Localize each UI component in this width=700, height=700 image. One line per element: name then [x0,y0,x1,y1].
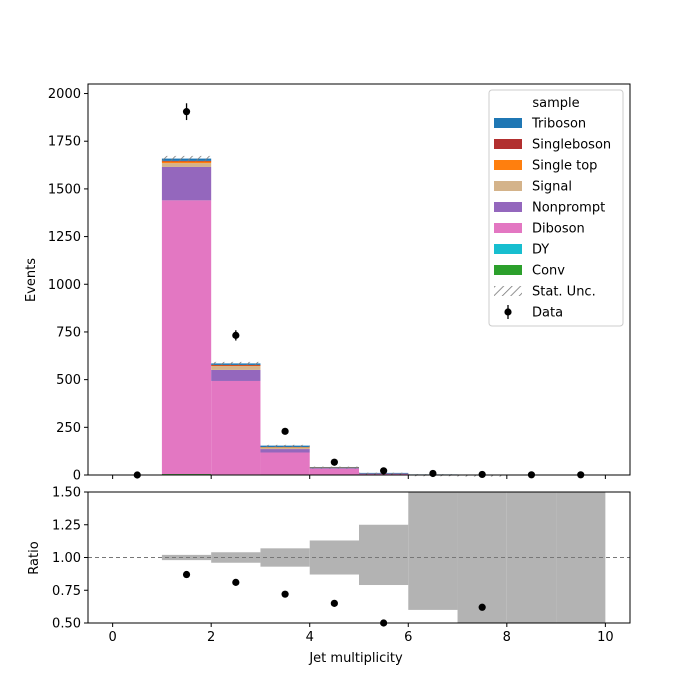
stat-unc-bin-4 [309,466,359,469]
legend-entry-stat-unc-: Stat. Unc. [494,285,596,300]
data-point [232,331,240,339]
main-y-ticks: 0 250 500 750 1000 1250 1500 1750 2000 [48,87,88,484]
ratio-y-tick-label: 1.25 [52,518,81,533]
bar-single-top-bin-2 [211,365,261,367]
legend-label: DY [532,243,549,258]
legend-entry-conv: Conv [494,264,565,279]
x-tick-label: 4 [306,630,314,645]
legend-label: Nonprompt [532,201,605,216]
x-tick-label: 8 [503,630,511,645]
legend-hatch-swatch [494,286,522,296]
data-point [281,427,289,435]
legend-entry-triboson: Triboson [494,117,586,132]
legend-label: Data [532,306,563,321]
bar-signal-bin-3 [260,447,310,450]
legend-label: Signal [532,180,572,195]
legend-swatch [494,118,522,128]
bar-nonprompt-bin-3 [260,449,310,453]
legend-swatch [494,244,522,254]
y-tick-label: 1250 [48,230,81,245]
y-tick-label: 1500 [48,182,81,197]
main-x-ticks [112,475,606,479]
bar-diboson-bin-3 [260,452,310,475]
x-tick-label: 2 [207,630,215,645]
legend-entry-diboson: Diboson [494,222,585,237]
ratio-y-tick-label: 1.50 [52,486,81,501]
legend-label: Conv [532,264,565,279]
legend-entry-nonprompt: Nonprompt [494,201,605,216]
stat-unc-bin-3 [260,444,310,447]
x-tick-label: 6 [404,630,412,645]
bar-nonprompt-bin-2 [211,369,261,381]
main-plot-frame [87,83,631,476]
legend-entry-dy: DY [494,243,549,258]
stat-unc-bin-1 [161,155,212,162]
legend-label: Single top [532,159,597,174]
ratio-x-ticks: 0 2 4 6 8 10 [108,623,614,645]
ratio-y-ticks: 0.50 0.75 1.00 1.25 1.50 [52,486,88,632]
data-point [182,108,191,116]
stat-unc-bin-2 [211,361,261,365]
bar-signal-bin-1 [161,163,212,167]
legend-box [488,89,624,327]
ratio-y-tick-label: 0.75 [52,584,81,599]
legend-label: Triboson [531,117,586,132]
bar-diboson-bin-1 [161,200,212,475]
legend: sample Triboson Singleboson Single top Sign… [488,89,624,327]
legend-entry-single-top: Single top [494,159,597,174]
bar-single-top-bin-1 [161,161,212,164]
bar-single-top-bin-3 [260,447,310,448]
legend-entry-data: Data [504,305,563,321]
y-tick-label: 1750 [48,135,81,150]
data-point [429,469,437,478]
ratio-y-tick-label: 1.00 [52,551,81,566]
ratio-panel: 0.50 0.75 1.00 1.25 1.50 0 2 4 6 8 10 Ratio Jet m… [27,486,631,666]
bar-diboson-bin-4 [309,468,359,475]
ratio-y-tick-label: 0.50 [52,617,81,632]
ratio-band-bin-5 [408,492,458,610]
ratio-band-bin-4 [359,524,409,586]
legend-data-marker [504,308,512,316]
ratio-y-axis-label: Ratio [27,541,42,574]
data-point [478,470,486,479]
bar-singleboson-bin-2 [211,364,261,366]
x-axis-label: Jet multiplicity [308,651,403,666]
x-tick-label: 10 [597,630,614,645]
legend-label: Stat. Unc. [532,285,596,300]
ratio-point [281,590,289,598]
x-tick-label: 0 [108,630,116,645]
legend-swatch [494,265,522,275]
bar-diboson-bin-2 [211,380,261,475]
legend-label: Diboson [532,222,585,237]
bar-signal-bin-2 [211,366,261,370]
legend-swatch [494,160,522,170]
bar-nonprompt-bin-1 [161,166,212,201]
legend-entry-singleboson: Singleboson [494,138,611,153]
legend-swatch [494,181,522,191]
ratio-point [182,570,191,579]
y-tick-label: 1000 [48,278,81,293]
y-tick-label: 2000 [48,87,81,102]
data-point [330,458,338,466]
legend-entry-signal: Signal [494,180,572,195]
y-tick-label: 250 [56,421,81,436]
legend-label: Singleboson [532,138,611,153]
data-point [380,467,388,475]
y-tick-label: 500 [56,373,81,388]
y-tick-label: 750 [56,325,81,340]
y-tick-label: 0 [73,469,81,484]
ratio-point [330,599,338,607]
main-y-axis-label: Events [24,258,39,302]
ratio-point [232,578,240,586]
legend-swatch [494,139,522,149]
legend-swatch [494,223,522,233]
legend-swatch [494,202,522,212]
ratio-point [478,603,486,611]
legend-title: sample [532,96,579,111]
